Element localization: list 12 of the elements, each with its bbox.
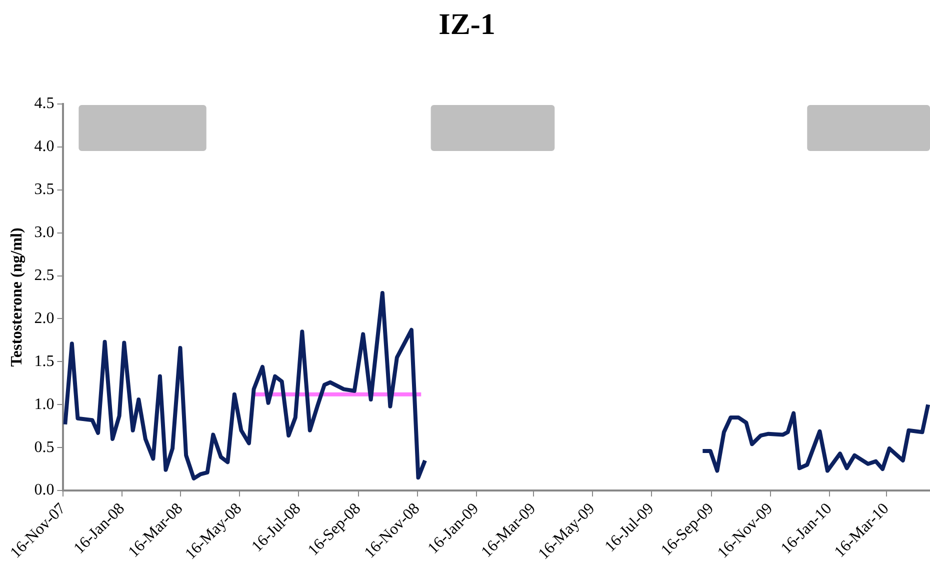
y-tick-label: 0.0 xyxy=(34,482,54,499)
y-tick-label: 4.0 xyxy=(34,138,54,156)
y-tick-label: 1.0 xyxy=(34,396,54,413)
y-tick-label: 3.5 xyxy=(34,181,54,198)
y-tick-label: 2.5 xyxy=(34,266,54,284)
y-tick-label: 0.5 xyxy=(34,438,54,456)
y-tick-label: 4.5 xyxy=(34,95,54,112)
y-tick-label: 3.0 xyxy=(34,224,54,242)
y-axis-title: Testosterone (ng/ml) xyxy=(8,228,26,367)
y-tick-label: 2.0 xyxy=(34,310,54,327)
y-tick-label: 1.5 xyxy=(34,352,54,370)
chart-title: IZ-1 xyxy=(438,8,496,41)
